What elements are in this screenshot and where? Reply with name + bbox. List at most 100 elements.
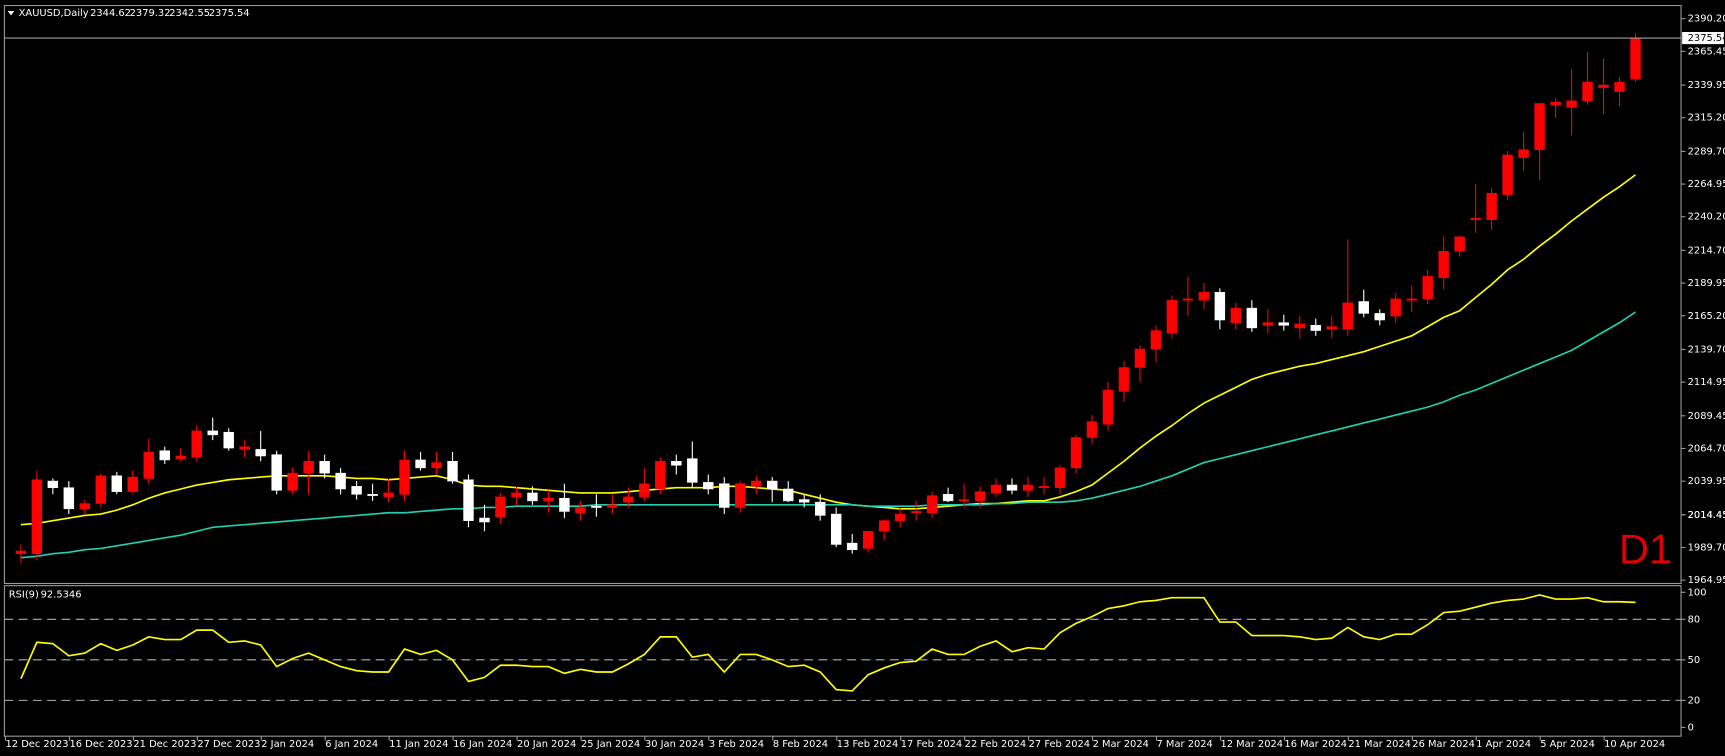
candle-body (575, 507, 586, 514)
candle-body (814, 501, 826, 516)
x-tick-label: 16 Mar 2024 (1284, 739, 1347, 750)
candle-body (255, 449, 266, 457)
candle-body (1246, 307, 1258, 329)
candle-body (191, 430, 202, 458)
x-tick-label: 25 Jan 2024 (581, 739, 640, 750)
candle-body (1614, 82, 1625, 92)
candle-body (351, 486, 362, 495)
candle-body (798, 499, 810, 503)
candle-body (1326, 326, 1337, 330)
y-tick-label: 2289.70 (1688, 146, 1725, 157)
x-tick-label: 21 Dec 2023 (133, 739, 196, 750)
candle-body (431, 462, 442, 469)
candle-body (31, 479, 43, 554)
y-tick-label: 2089.45 (1688, 411, 1725, 422)
candle-body (846, 542, 858, 551)
candle-body (1198, 291, 1210, 301)
y-tick-label: 20 (1688, 695, 1701, 706)
candle-body (926, 495, 938, 514)
candle-body (271, 454, 282, 491)
candle-body (1070, 437, 1082, 469)
rsi-value: 92.5346 (41, 589, 82, 600)
candle-body (830, 513, 842, 545)
candle-body (767, 480, 778, 490)
candle-body (143, 451, 154, 479)
x-tick-label: 16 Jan 2024 (453, 739, 512, 750)
x-tick-label: 21 Mar 2024 (1348, 739, 1411, 750)
candle-body (623, 496, 634, 503)
candle-body (1406, 298, 1417, 301)
candle-body (910, 511, 922, 514)
candle-body (447, 460, 458, 482)
candle-body (559, 497, 570, 512)
candle-body (591, 505, 602, 508)
candle-body (862, 530, 874, 549)
candle-body (783, 488, 794, 502)
candle-body (655, 460, 666, 490)
candle-body (1294, 323, 1306, 329)
x-tick-label: 2 Jan 2024 (261, 739, 314, 750)
x-tick-label: 22 Feb 2024 (965, 739, 1026, 750)
candle-body (543, 497, 554, 502)
candle-body (495, 496, 506, 517)
candle-body (399, 459, 410, 495)
candle-body (319, 460, 330, 474)
y-tick-label: 0 (1688, 722, 1694, 733)
candle-body (958, 499, 970, 502)
x-tick-label: 27 Dec 2023 (197, 739, 260, 750)
x-tick-label: 30 Jan 2024 (645, 739, 704, 750)
candle-body (287, 472, 298, 491)
y-tick-label: 1989.70 (1688, 542, 1725, 553)
candle-body (1006, 484, 1018, 491)
candle-body (239, 446, 250, 450)
candle-body (942, 494, 954, 502)
candle-body (463, 479, 474, 521)
candle-body (1374, 313, 1385, 321)
candle-body (990, 484, 1002, 494)
y-tick-label: 2189.95 (1688, 278, 1725, 289)
y-tick-label: 2339.95 (1688, 80, 1725, 91)
candle-body (1582, 82, 1593, 102)
candle-body (1022, 484, 1034, 491)
candle-body (719, 483, 730, 508)
candle-body (1262, 322, 1274, 326)
candle-body (1310, 325, 1321, 331)
candle-body (687, 458, 698, 483)
candle-body (47, 480, 59, 488)
candle-body (1038, 486, 1050, 488)
candle-body (479, 517, 490, 523)
candle-body (1086, 421, 1098, 438)
candle-body (1470, 218, 1481, 220)
candle-body (1486, 192, 1497, 220)
y-tick-label: 2365.45 (1688, 46, 1725, 57)
candle-body (175, 455, 186, 459)
candle-body (415, 459, 426, 469)
y-tick-label: 2114.95 (1688, 377, 1725, 388)
x-tick-label: 10 Apr 2024 (1604, 739, 1665, 750)
header-open: 2344.62 (90, 8, 131, 19)
symbol-title: XAUUSD,Daily (19, 8, 89, 19)
y-tick-label: 2240.20 (1688, 212, 1725, 223)
candle-body (1422, 276, 1433, 300)
candle-body (127, 476, 138, 492)
x-tick-label: 12 Mar 2024 (1220, 739, 1283, 750)
y-tick-label: 2014.45 (1688, 510, 1725, 521)
header-close: 2375.54 (209, 8, 250, 19)
x-tick-label: 8 Feb 2024 (773, 739, 828, 750)
menu-icon[interactable] (7, 11, 15, 16)
candle-body (1102, 389, 1114, 425)
x-tick-label: 2 Mar 2024 (1093, 739, 1149, 750)
candle-body (159, 450, 170, 461)
y-tick-label: 2264.95 (1688, 179, 1725, 190)
y-tick-label: 2064.70 (1688, 443, 1725, 454)
y-tick-label: 2315.20 (1688, 113, 1725, 124)
last-price-box (1682, 32, 1724, 45)
candle-body (1534, 103, 1545, 150)
candle-body (1454, 236, 1465, 252)
x-tick-label: 6 Jan 2024 (325, 739, 378, 750)
candle-body (1214, 291, 1226, 321)
header-low: 2342.55 (169, 8, 210, 19)
y-tick-label: 50 (1688, 655, 1701, 666)
